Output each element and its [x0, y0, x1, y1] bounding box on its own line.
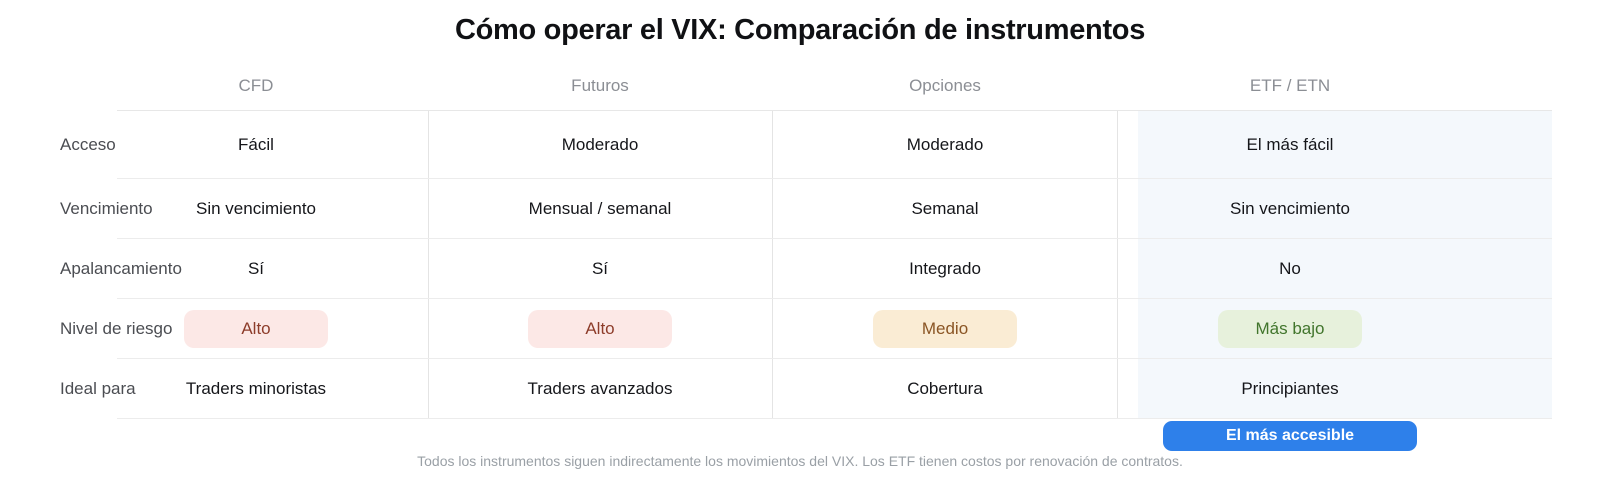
table-row-nivel-de-riesgo: Nivel de riesgo Alto Alto Medio Más bajo	[60, 299, 1552, 359]
cell-vencimiento-opciones: Semanal	[911, 198, 979, 218]
cell-riesgo-opciones: Medio	[873, 309, 1017, 348]
column-header-futuros: Futuros	[571, 76, 629, 95]
cell-ideal-opciones: Cobertura	[907, 378, 983, 398]
row-label: Apalancamiento	[60, 258, 182, 278]
cell-ideal-etf: Principiantes	[1241, 378, 1339, 398]
cell-riesgo-etf: Más bajo	[1218, 309, 1362, 348]
table-row-vencimiento: Vencimiento Sin vencimiento Mensual / se…	[60, 179, 1552, 239]
cell-vencimiento-etf: Sin vencimiento	[1229, 198, 1351, 218]
risk-badge-high: Alto	[184, 309, 328, 348]
row-label: Ideal para	[60, 378, 136, 398]
cell-apalancamiento-opciones: Integrado	[909, 258, 981, 278]
table-row-acceso: Acceso Fácil Moderado Moderado El más fá…	[60, 111, 1552, 179]
cell-acceso-cfd: Fácil	[238, 134, 274, 154]
table-row-apalancamiento: Apalancamiento Sí Sí Integrado No	[60, 239, 1552, 299]
most-accessible-badge: El más accesible	[1163, 421, 1417, 451]
cell-riesgo-cfd: Alto	[184, 309, 328, 348]
cell-vencimiento-cfd: Sin vencimiento	[195, 198, 317, 218]
column-divider	[428, 111, 429, 419]
cell-ideal-cfd: Traders minoristas	[185, 378, 327, 398]
row-label: Acceso	[60, 134, 116, 154]
cell-apalancamiento-etf: No	[1279, 258, 1301, 278]
cell-ideal-futuros: Traders avanzados	[527, 378, 673, 398]
column-header-etf-etn: ETF / ETN	[1249, 76, 1331, 95]
risk-badge-medium: Medio	[873, 309, 1017, 348]
table-row-ideal-para: Ideal para Traders minoristas Traders av…	[60, 359, 1552, 419]
row-label: Nivel de riesgo	[60, 318, 173, 338]
row-label: Vencimiento	[60, 198, 153, 218]
cell-apalancamiento-futuros: Sí	[591, 258, 609, 278]
cell-vencimiento-futuros: Mensual / semanal	[528, 198, 672, 218]
highlight-column-background	[1138, 111, 1552, 419]
cell-acceso-futuros: Moderado	[561, 134, 639, 154]
cell-acceso-etf: El más fácil	[1246, 134, 1334, 154]
footnote: Todos los instrumentos siguen indirectam…	[417, 453, 1183, 469]
page-title: Cómo operar el VIX: Comparación de instr…	[454, 14, 1146, 46]
column-header-cfd: CFD	[238, 76, 274, 95]
cell-riesgo-futuros: Alto	[528, 309, 672, 348]
column-divider	[1117, 111, 1118, 419]
risk-badge-low: Más bajo	[1218, 309, 1362, 348]
cell-acceso-opciones: Moderado	[906, 134, 984, 154]
column-divider	[772, 111, 773, 419]
column-header-opciones: Opciones	[909, 76, 981, 95]
cell-apalancamiento-cfd: Sí	[247, 258, 265, 278]
comparison-table: Acceso Fácil Moderado Moderado El más fá…	[60, 110, 1552, 419]
risk-badge-high: Alto	[528, 309, 672, 348]
